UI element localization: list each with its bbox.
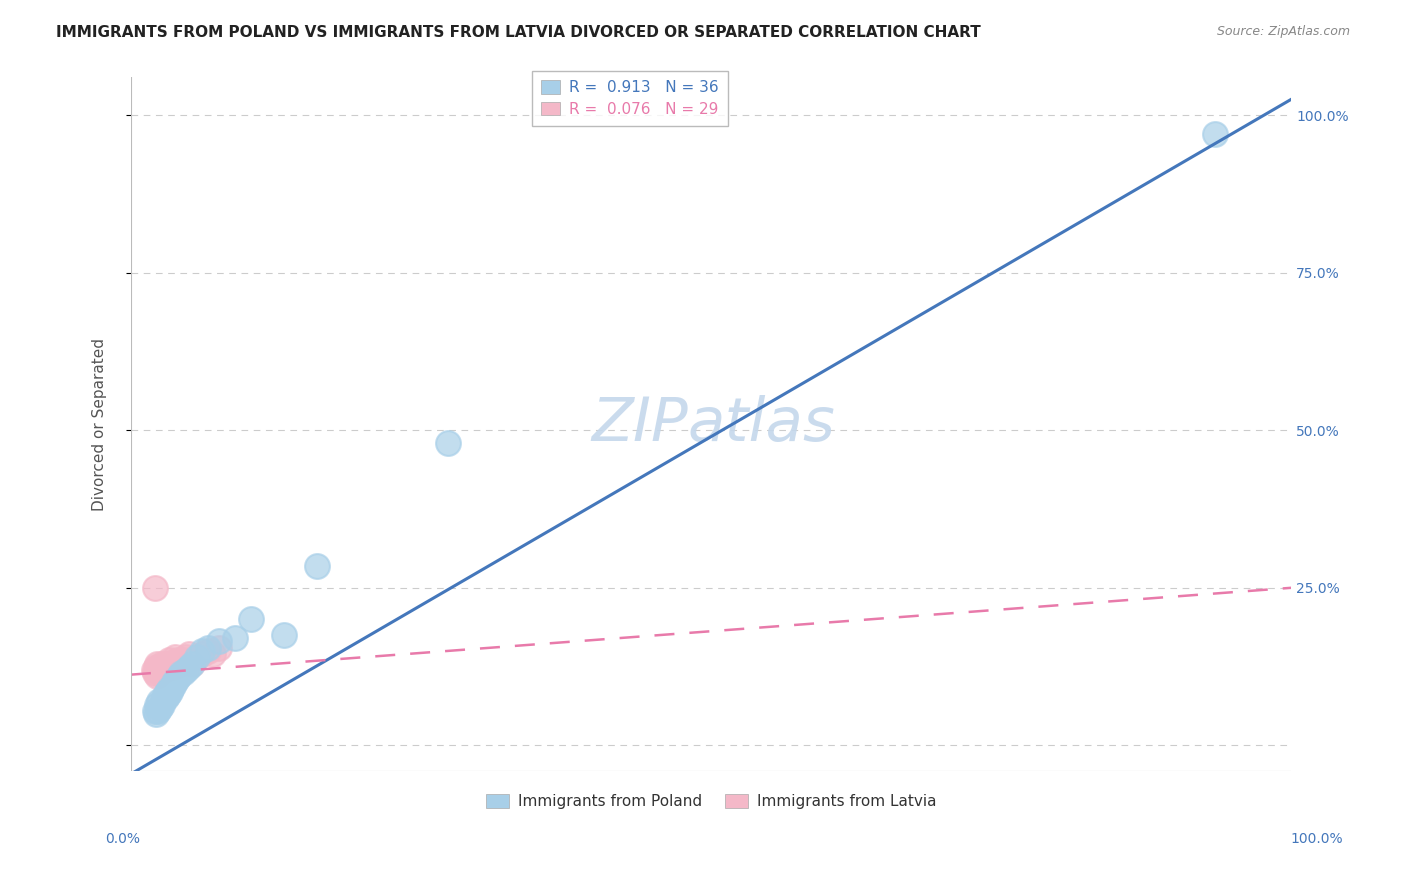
Point	[181, 657, 204, 671]
Point	[155, 657, 177, 671]
Point	[152, 663, 174, 677]
Point	[160, 681, 183, 696]
Point	[148, 659, 170, 673]
Point	[169, 657, 191, 671]
Point	[191, 644, 214, 658]
Point	[181, 657, 204, 671]
Text: IMMIGRANTS FROM POLAND VS IMMIGRANTS FROM LATVIA DIVORCED OR SEPARATED CORRELATI: IMMIGRANTS FROM POLAND VS IMMIGRANTS FRO…	[56, 25, 981, 40]
Point	[186, 650, 208, 665]
Point	[146, 669, 169, 683]
Point	[162, 679, 184, 693]
Point	[163, 675, 186, 690]
Point	[153, 688, 176, 702]
Text: 100.0%: 100.0%	[1291, 832, 1343, 846]
Point	[177, 647, 200, 661]
Point	[207, 640, 229, 655]
Point	[145, 659, 167, 673]
Point	[157, 653, 180, 667]
Text: atlas: atlas	[688, 394, 835, 453]
Point	[173, 665, 195, 680]
Point	[152, 659, 174, 673]
Point	[148, 704, 170, 718]
Point	[152, 691, 174, 706]
Point	[146, 698, 169, 712]
Point	[150, 698, 173, 712]
Point	[437, 436, 460, 450]
Point	[145, 706, 167, 721]
Point	[157, 688, 180, 702]
Point	[240, 612, 263, 626]
Point	[160, 657, 183, 671]
Point	[224, 632, 246, 646]
Point	[146, 657, 169, 671]
Point	[166, 673, 188, 687]
Point	[149, 700, 172, 714]
Point	[143, 704, 166, 718]
Point	[149, 665, 172, 680]
Text: ZIP: ZIP	[591, 394, 688, 453]
Point	[1204, 127, 1226, 141]
Point	[148, 663, 170, 677]
Point	[273, 628, 295, 642]
Point	[162, 675, 184, 690]
Point	[162, 659, 184, 673]
Point	[152, 694, 174, 708]
Text: 0.0%: 0.0%	[105, 832, 141, 846]
Point	[207, 634, 229, 648]
Legend: Immigrants from Poland, Immigrants from Latvia: Immigrants from Poland, Immigrants from …	[479, 788, 942, 815]
Point	[197, 640, 219, 655]
Point	[156, 685, 179, 699]
Point	[143, 581, 166, 595]
Point	[167, 669, 190, 683]
Point	[186, 650, 208, 665]
Point	[156, 659, 179, 673]
Point	[202, 647, 225, 661]
Point	[142, 663, 165, 677]
Point	[143, 665, 166, 680]
Point	[191, 647, 214, 661]
Point	[148, 694, 170, 708]
Point	[163, 650, 186, 665]
Point	[170, 665, 193, 680]
Point	[166, 653, 188, 667]
Point	[305, 558, 328, 573]
Point	[157, 681, 180, 696]
Point	[197, 644, 219, 658]
Point	[159, 685, 181, 699]
Point	[155, 691, 177, 706]
Text: Source: ZipAtlas.com: Source: ZipAtlas.com	[1216, 25, 1350, 38]
Point	[173, 653, 195, 667]
Y-axis label: Divorced or Separated: Divorced or Separated	[93, 337, 107, 510]
Point	[174, 663, 197, 677]
Point	[150, 657, 173, 671]
Point	[177, 659, 200, 673]
Point	[174, 650, 197, 665]
